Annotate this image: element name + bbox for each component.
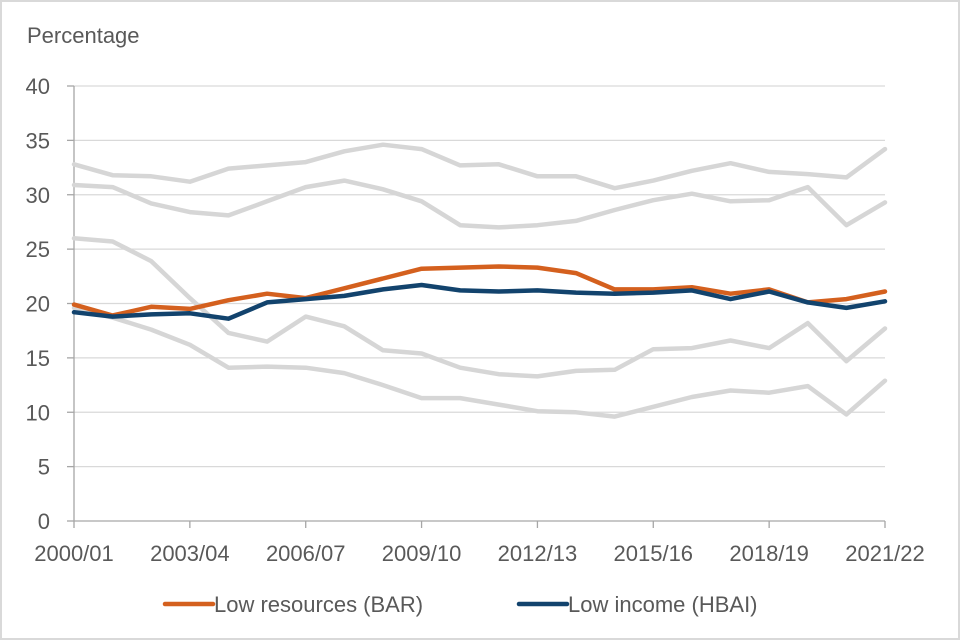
series-line-comparison-3	[71, 178, 888, 230]
y-tick-label: 40	[26, 74, 50, 99]
legend: Low resources (BAR) Low income (HBAI)	[162, 592, 758, 617]
y-tick-label: 5	[38, 455, 50, 480]
x-tick-label: 2018/19	[729, 541, 809, 566]
y-tick-label: 25	[26, 237, 50, 262]
series-line-comparison-2	[71, 142, 888, 191]
series-line-low-income-hbai	[71, 282, 888, 321]
y-tick-label: 30	[26, 183, 50, 208]
x-tick-label: 2003/04	[150, 541, 230, 566]
legend-label: Low income (HBAI)	[568, 592, 758, 617]
y-axis-title: Percentage	[27, 23, 140, 48]
y-tick-label: 35	[26, 128, 50, 153]
x-tick-label: 2012/13	[498, 541, 578, 566]
gridlines	[74, 85, 885, 468]
y-tick-label: 15	[26, 346, 50, 371]
y-tick-label: 20	[26, 292, 50, 317]
y-tick-labels: 0 5 10 15 20 25 30 35 40	[26, 74, 50, 534]
x-tick-label: 2000/01	[34, 541, 114, 566]
series-line-comparison-5	[71, 305, 888, 419]
x-tick-label: 2009/10	[382, 541, 462, 566]
x-tick-label: 2006/07	[266, 541, 346, 566]
legend-label: Low resources (BAR)	[214, 592, 423, 617]
x-tick-label: 2015/16	[614, 541, 694, 566]
series-lines	[71, 142, 888, 419]
x-tick-labels: 2000/01 2003/04 2006/07 2009/10 2012/13 2015/…	[34, 541, 925, 566]
x-tick-label: 2021/22	[845, 541, 925, 566]
y-tick-label: 0	[38, 509, 50, 534]
series-line-low-resources-bar	[71, 264, 888, 318]
y-tick-label: 10	[26, 400, 50, 425]
